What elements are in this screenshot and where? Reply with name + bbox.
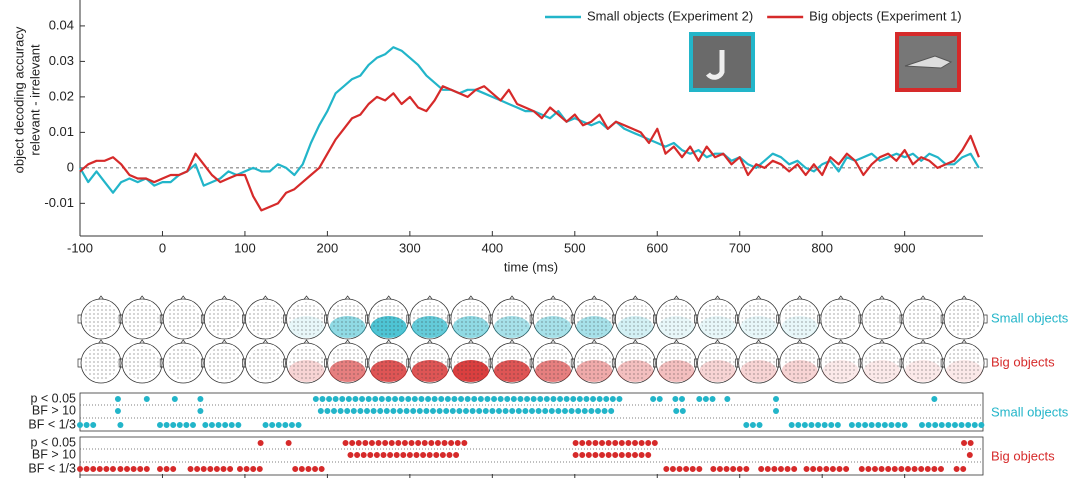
electrodes xyxy=(577,346,612,380)
electrodes xyxy=(84,302,118,336)
electrodes xyxy=(330,346,365,380)
electrodes xyxy=(947,346,982,380)
y-tick-label: 0.03 xyxy=(49,53,74,68)
topo-row-label: Big objects xyxy=(991,354,1055,369)
topo-row-label: Small objects xyxy=(991,310,1069,325)
electrodes xyxy=(495,346,529,380)
electrodes xyxy=(166,302,201,336)
electrodes xyxy=(207,346,242,380)
electrodes xyxy=(741,346,776,380)
electrodes xyxy=(864,302,899,336)
electrodes xyxy=(289,302,324,336)
x-tick-label: 700 xyxy=(729,240,751,255)
y-tick-label: 0.01 xyxy=(49,124,74,139)
electrodes xyxy=(906,302,940,336)
x-tick-label: 900 xyxy=(894,240,916,255)
x-axis-label: time (ms) xyxy=(504,259,558,274)
y-tick-label: 0.04 xyxy=(49,17,74,32)
electrodes xyxy=(700,346,735,380)
electrodes xyxy=(371,346,406,380)
electrodes xyxy=(700,302,735,336)
electrodes xyxy=(371,302,406,336)
electrodes xyxy=(248,302,283,336)
stimulus-icon xyxy=(689,32,961,92)
row-label: BF < 1/3 xyxy=(28,461,76,475)
significance-panel xyxy=(79,436,984,476)
y-axis-label: relevant - irrelevant xyxy=(27,44,42,156)
electrodes xyxy=(166,346,201,380)
electrodes xyxy=(207,302,242,336)
row-label: BF < 1/3 xyxy=(28,417,76,431)
significance-label: Big objects xyxy=(991,448,1055,463)
electrodes xyxy=(412,302,447,336)
electrodes xyxy=(125,302,160,336)
y-tick-label: 0 xyxy=(67,159,74,174)
electrodes xyxy=(453,302,488,336)
electrodes xyxy=(659,302,694,336)
x-tick-label: 300 xyxy=(399,240,421,255)
electrodes xyxy=(741,302,776,336)
x-tick-label: 100 xyxy=(234,240,256,255)
x-tick-label: 800 xyxy=(811,240,833,255)
electrodes xyxy=(330,302,365,336)
x-tick-label: 200 xyxy=(317,240,339,255)
head-outline xyxy=(940,295,988,324)
electrodes xyxy=(453,346,488,380)
row-label: BF > 10 xyxy=(32,403,76,417)
electrodes xyxy=(248,346,283,380)
significance-label: Small objects xyxy=(991,404,1069,419)
electrodes xyxy=(947,302,982,336)
legend-label: Small objects (Experiment 2) xyxy=(587,8,753,23)
electrodes xyxy=(412,346,447,380)
x-tick-label: 0 xyxy=(159,240,166,255)
electrodes xyxy=(577,302,612,336)
electrodes xyxy=(618,302,653,336)
electrodes xyxy=(125,346,160,380)
electrodes xyxy=(618,346,653,380)
head-outline xyxy=(940,339,988,368)
y-axis-label: object decoding accuracy xyxy=(11,26,26,173)
electrodes xyxy=(536,346,571,380)
significance-panel xyxy=(79,392,984,432)
series-line xyxy=(79,46,980,194)
legend-label: Big objects (Experiment 1) xyxy=(809,8,961,23)
electrodes xyxy=(782,346,817,380)
x-tick-label: 400 xyxy=(481,240,503,255)
electrodes xyxy=(782,302,817,336)
electrodes xyxy=(823,346,858,380)
electrodes xyxy=(906,346,940,380)
row-label: p < 0.05 xyxy=(30,391,76,405)
electrodes xyxy=(536,302,571,336)
x-tick-label: 600 xyxy=(646,240,668,255)
electrodes xyxy=(495,302,529,336)
electrodes xyxy=(823,302,858,336)
electrodes xyxy=(84,346,118,380)
row-label: p < 0.05 xyxy=(30,435,76,449)
y-tick-label: -0.01 xyxy=(44,195,74,210)
row-label: BF > 10 xyxy=(32,447,76,461)
x-tick-label: 500 xyxy=(564,240,586,255)
electrodes xyxy=(864,346,899,380)
y-tick-label: 0.02 xyxy=(49,88,74,103)
electrodes xyxy=(659,346,694,380)
series-line xyxy=(79,85,980,212)
electrodes xyxy=(289,346,324,380)
x-tick-label: -100 xyxy=(67,240,93,255)
